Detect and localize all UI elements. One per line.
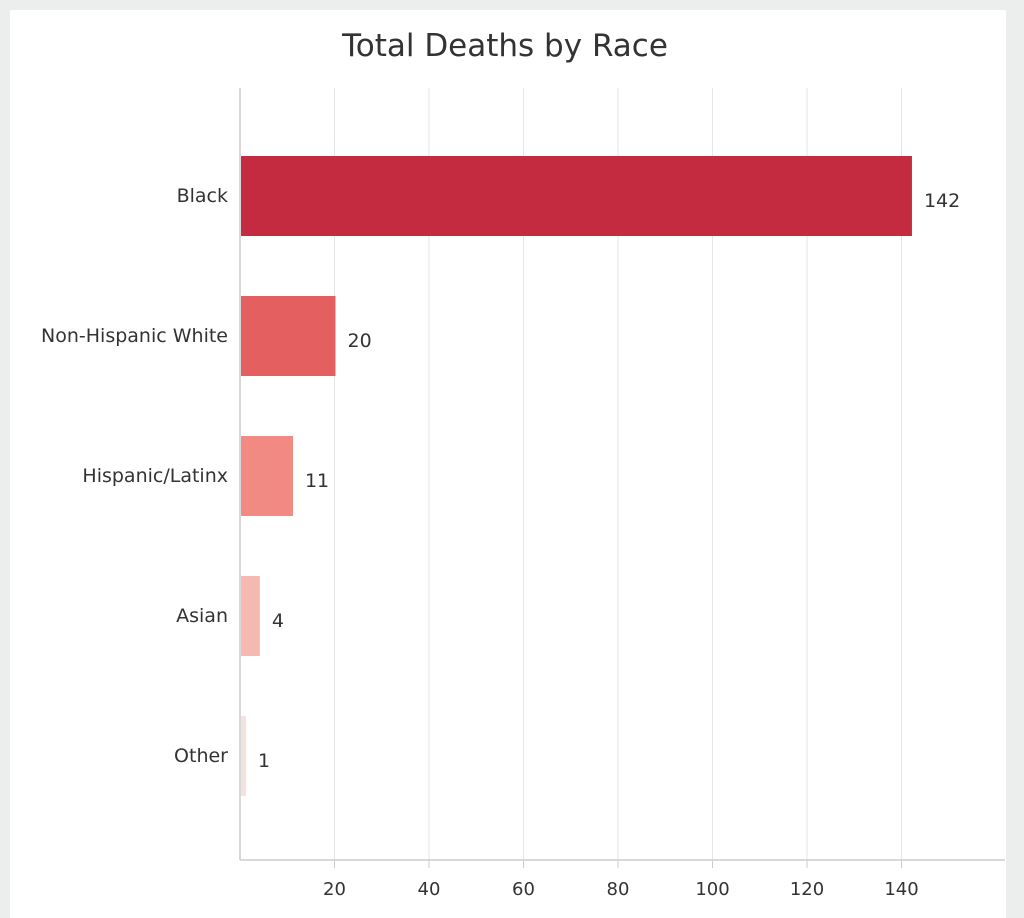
value-label: 20 [348,330,372,352]
value-label: 4 [272,610,284,632]
category-label: Hispanic/Latinx [82,465,228,487]
x-tick-label: 40 [418,879,441,900]
category-label: Non-Hispanic White [41,325,228,347]
x-tick-label: 80 [607,879,630,900]
value-label: 142 [924,190,960,212]
x-tick-label: 140 [884,879,918,900]
value-label: 11 [305,470,329,492]
category-label: Other [174,745,228,767]
bar-non-hispanic-white[interactable] [241,296,336,376]
x-tick-label: 120 [790,879,824,900]
axes [239,88,1005,868]
bar-asian[interactable] [241,576,260,656]
bar-black[interactable] [241,156,912,236]
category-label: Black [177,185,228,207]
bar-other[interactable] [241,716,246,796]
chart-title: Total Deaths by Race [342,28,668,64]
x-tick-label: 60 [512,879,535,900]
x-tick-label: 100 [695,879,729,900]
x-tick-label: 20 [323,879,346,900]
value-label: 1 [258,750,270,772]
bars [241,156,912,796]
bar-hispanic-latinx[interactable] [241,436,293,516]
category-label: Asian [176,605,228,627]
